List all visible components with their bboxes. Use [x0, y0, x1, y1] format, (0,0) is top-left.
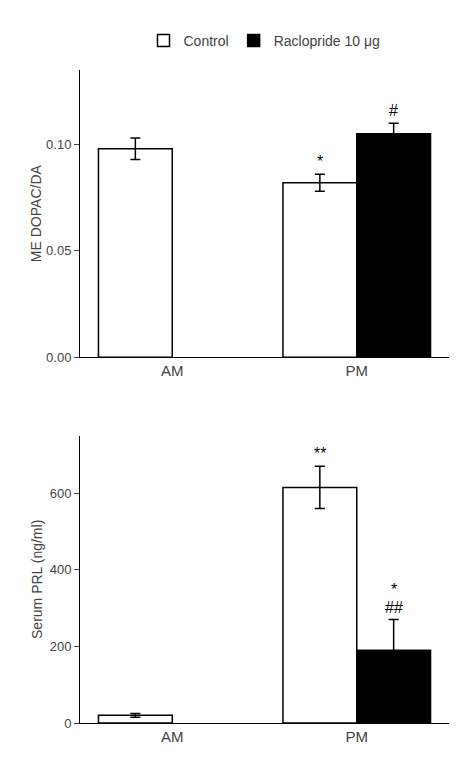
svg-text:Control: Control — [184, 33, 229, 49]
svg-text:600: 600 — [50, 486, 72, 501]
svg-text:Serum PRL (ng/ml): Serum PRL (ng/ml) — [29, 520, 45, 639]
svg-text:#: # — [389, 102, 398, 119]
svg-text:400: 400 — [50, 562, 72, 577]
svg-text:0: 0 — [64, 716, 71, 731]
svg-text:ME DOPAC/DA: ME DOPAC/DA — [28, 165, 44, 263]
svg-text:0.10: 0.10 — [46, 137, 71, 152]
svg-text:AM: AM — [161, 728, 184, 745]
svg-text:0.00: 0.00 — [46, 350, 71, 365]
svg-text:**: ** — [314, 445, 326, 462]
svg-text:*: * — [391, 581, 397, 598]
svg-text:Raclopride 10 μg: Raclopride 10 μg — [274, 33, 380, 49]
svg-text:AM: AM — [161, 362, 184, 379]
svg-text:##: ## — [385, 599, 403, 616]
svg-text:PM: PM — [346, 728, 369, 745]
svg-text:200: 200 — [50, 639, 72, 654]
svg-text:PM: PM — [346, 362, 369, 379]
svg-text:*: * — [317, 153, 323, 170]
svg-text:0.05: 0.05 — [46, 243, 71, 258]
